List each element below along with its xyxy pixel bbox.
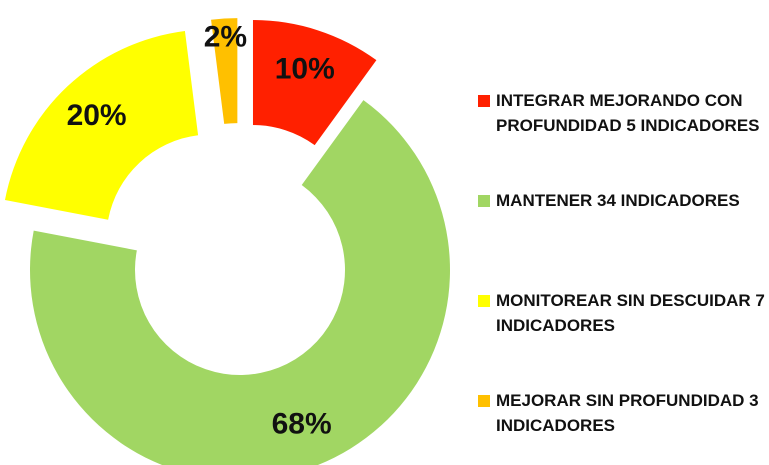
legend-item: MEJORAR SIN PROFUNDIDAD 3 INDICADORES — [478, 388, 766, 438]
donut-slice — [4, 31, 199, 220]
donut-slice — [211, 18, 238, 124]
legend-label: MANTENER 34 INDICADORES — [496, 191, 740, 210]
legend-label: MEJORAR SIN PROFUNDIDAD 3 INDICADORES — [496, 391, 759, 435]
legend-swatch — [478, 95, 490, 107]
data-label: 2% — [204, 20, 247, 53]
donut-slice — [30, 100, 450, 465]
legend-item: MANTENER 34 INDICADORES — [478, 188, 766, 213]
data-label: 20% — [67, 99, 127, 132]
donut-slice — [252, 20, 377, 146]
legend-swatch — [478, 395, 490, 407]
legend-item: INTEGRAR MEJORANDO CON PROFUNDIDAD 5 IND… — [478, 88, 766, 138]
legend-swatch — [478, 195, 490, 207]
data-label: 10% — [275, 53, 335, 86]
data-label: 68% — [272, 408, 332, 441]
legend-item: MONITOREAR SIN DESCUIDAR 7 INDICADORES — [478, 288, 766, 338]
legend-swatch — [478, 295, 490, 307]
legend-label: INTEGRAR MEJORANDO CON PROFUNDIDAD 5 IND… — [496, 91, 760, 135]
legend-label: MONITOREAR SIN DESCUIDAR 7 INDICADORES — [496, 291, 765, 335]
